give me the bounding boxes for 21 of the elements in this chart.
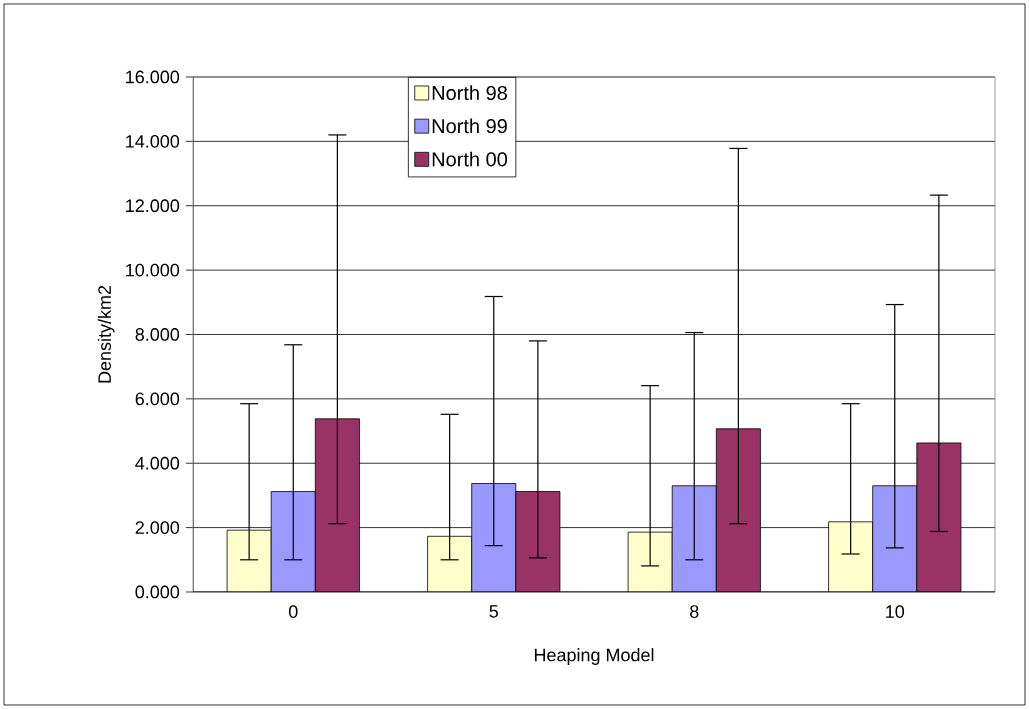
bar [427, 535, 473, 592]
x-tick-label: 0 [288, 605, 298, 618]
y-tick-label: 14.000 [126, 134, 180, 148]
y-tick-label: 12.000 [126, 199, 180, 213]
y-tick-label: 2.000 [135, 521, 180, 534]
legend-label: North 99 [432, 118, 507, 134]
x-axis-title: Heaping Model [534, 648, 654, 665]
y-tick-label: 0.000 [135, 585, 180, 599]
bar [226, 529, 272, 592]
x-tick-label: 8 [690, 605, 699, 618]
x-tick-label: 10 [886, 605, 905, 618]
y-tick-label: 6.000 [135, 392, 180, 406]
y-tick-label: 10.000 [126, 263, 180, 277]
y-axis-title: Density/km2 [97, 285, 115, 383]
legend-label: North 98 [432, 85, 507, 101]
bar [828, 521, 874, 592]
y-tick-label: 4.000 [135, 456, 180, 470]
y-tick-label: 8.000 [135, 328, 180, 341]
x-tick-label: 5 [489, 605, 498, 618]
legend-label: North 00 [432, 151, 508, 167]
y-tick-label: 16.000 [126, 70, 180, 84]
